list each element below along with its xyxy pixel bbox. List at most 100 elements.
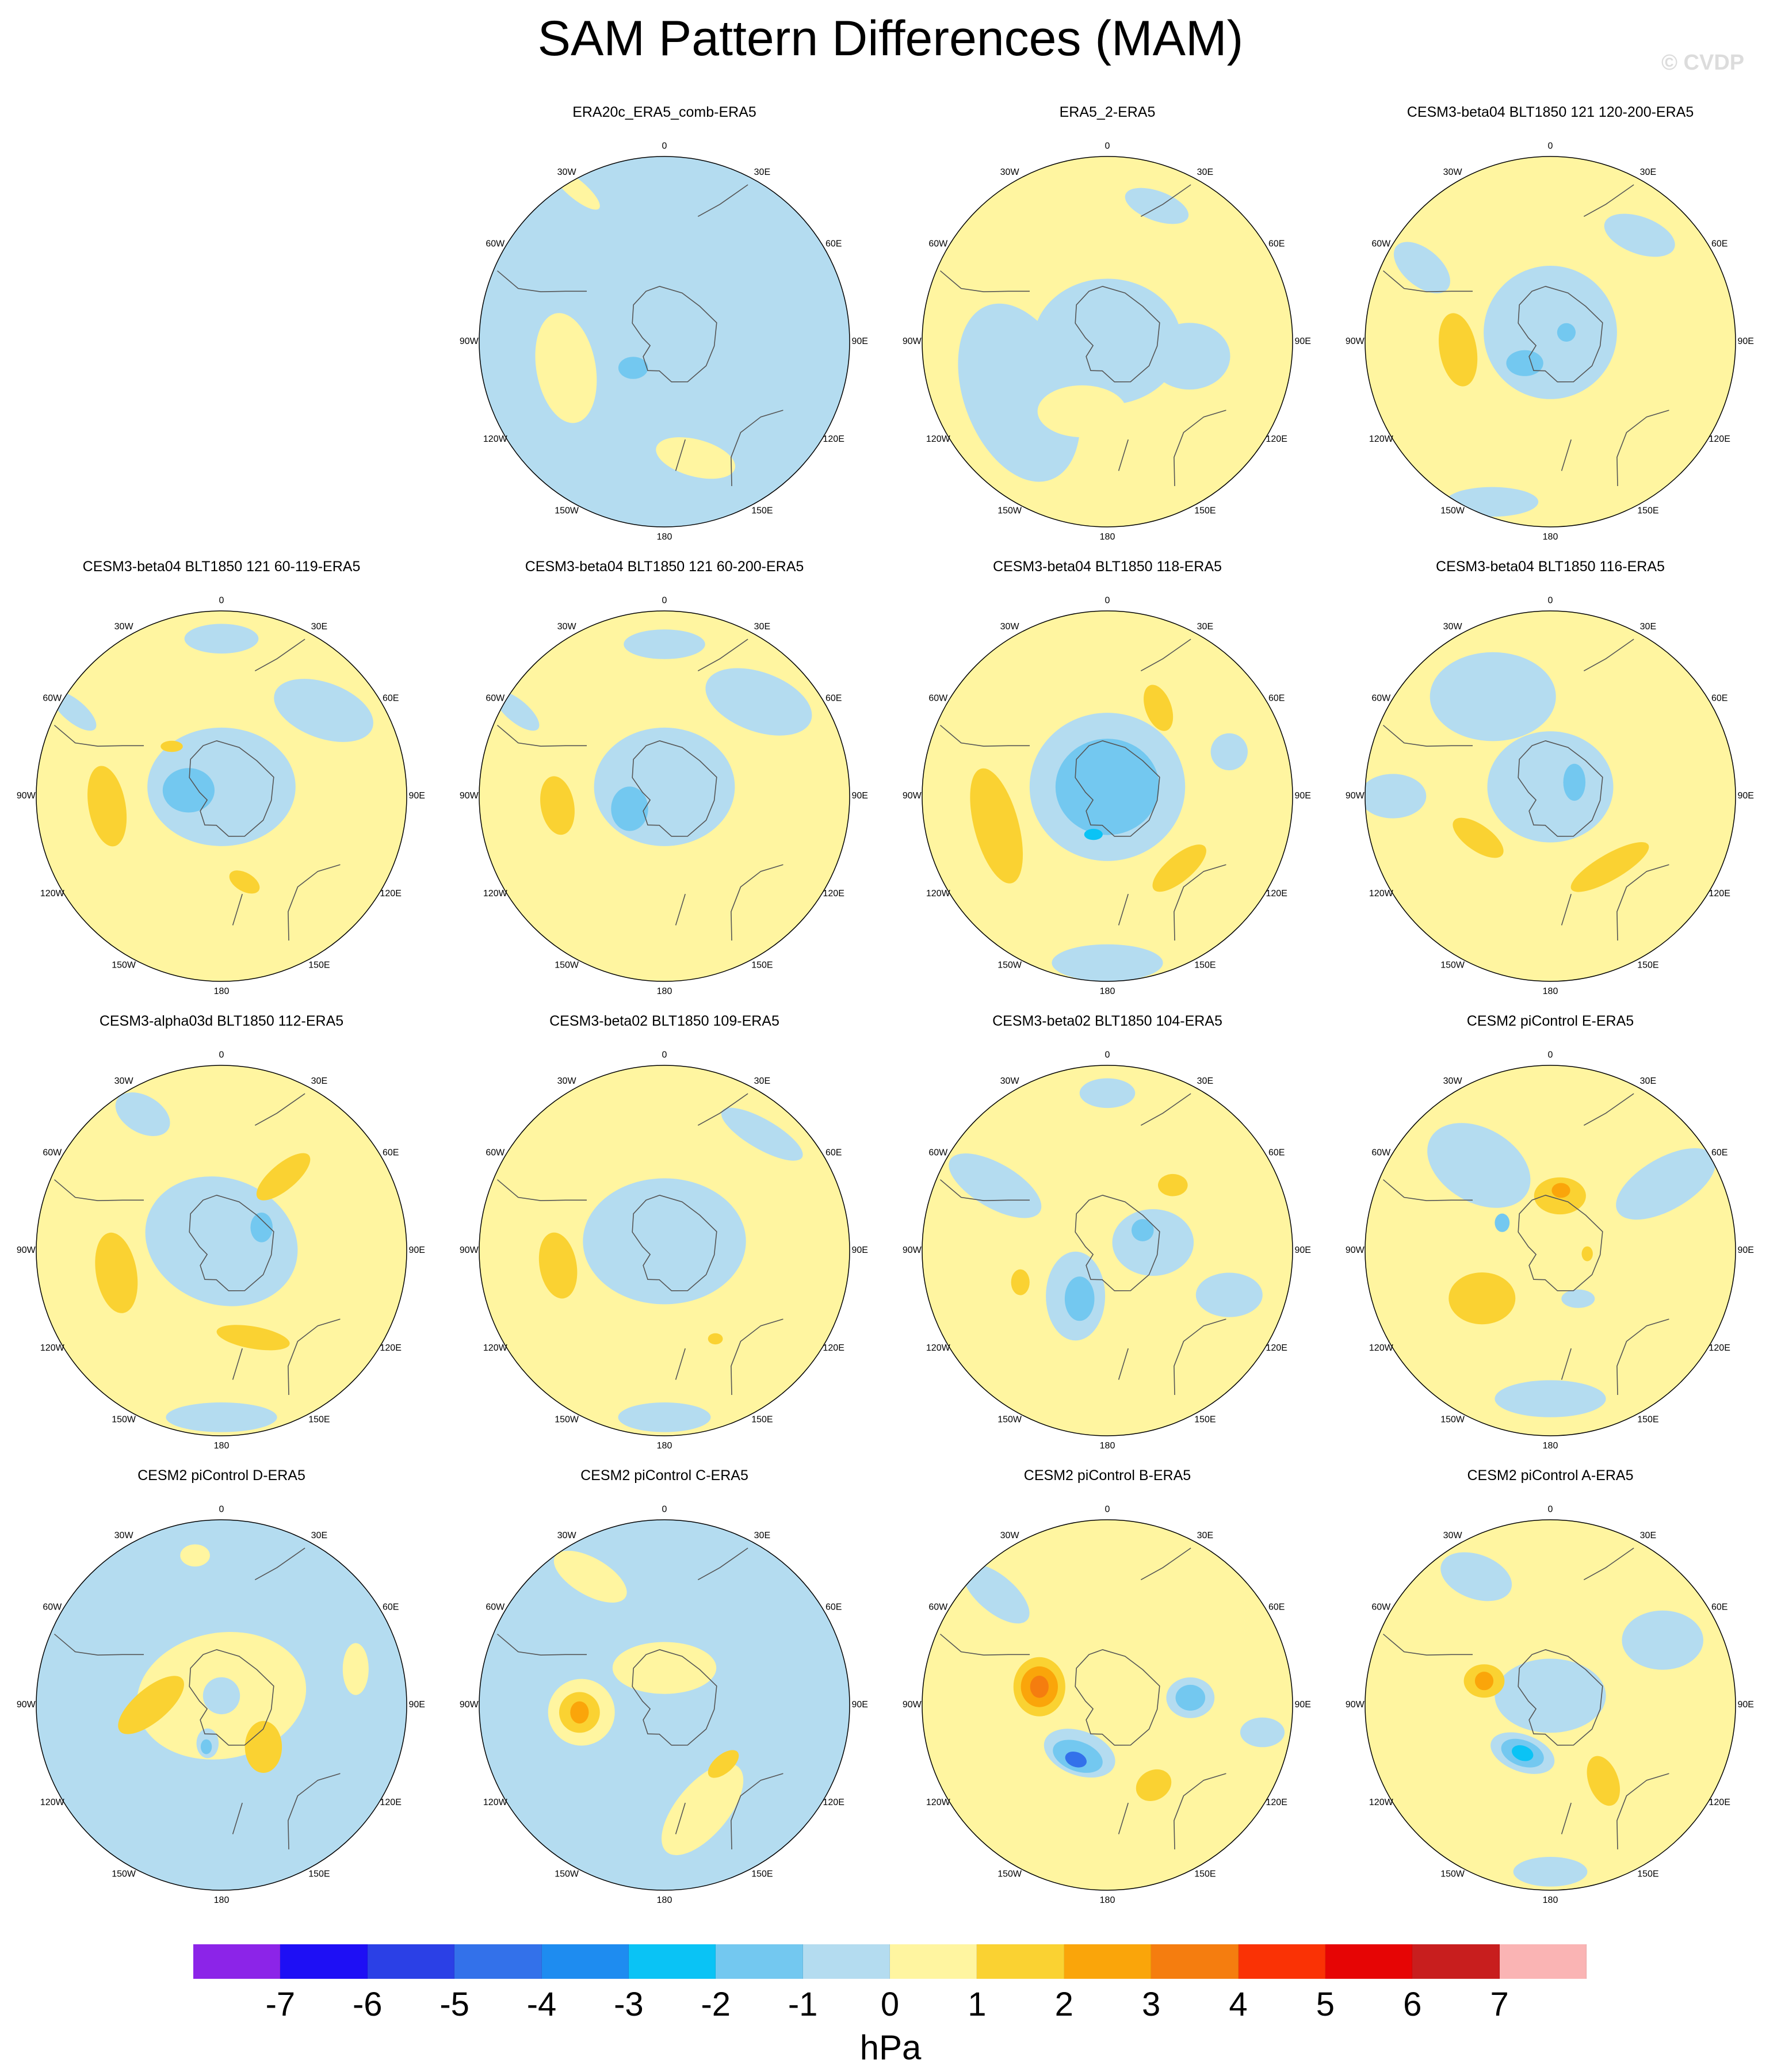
- coastline-antarctica: [1518, 285, 1603, 383]
- panel-title: CESM2 piControl B-ERA5: [1023, 1467, 1191, 1484]
- longitude-label: 60W: [43, 1148, 62, 1157]
- longitude-label: 30W: [557, 1531, 577, 1540]
- longitude-label: 90W: [17, 1700, 36, 1710]
- contour-region: [216, 1325, 290, 1351]
- contour-region: [1495, 1658, 1606, 1733]
- longitude-label: 0: [1105, 596, 1110, 606]
- coastline-antarctica: [189, 1649, 274, 1746]
- longitude-label: 120E: [1709, 889, 1730, 899]
- longitude-label: 120W: [40, 889, 65, 899]
- contour-region: [1393, 242, 1450, 293]
- coastline-antarctica: [189, 1194, 274, 1291]
- longitude-label: 30W: [557, 167, 577, 177]
- map-panel: ERA20c_ERA5_comb-ERA5 0 30E 60E 90E 120E 150E 1…: [443, 104, 886, 558]
- contour-region: [708, 1333, 723, 1345]
- longitude-label: 150W: [112, 1869, 136, 1879]
- longitude-label: 90W: [17, 791, 36, 801]
- coastline-southAmerica: [1382, 1634, 1473, 1656]
- colorbar-box: [802, 1944, 890, 1979]
- polar-map: 0 30E 60E 90E 120E 150E 180 150W 120W 90W 60W 30W: [1346, 1505, 1754, 1905]
- contour-region: [1440, 1552, 1512, 1601]
- coastline-australia: [288, 1773, 341, 1850]
- contour-region: [229, 870, 260, 894]
- colorbar-box: [454, 1944, 542, 1979]
- coastline-southAmerica: [53, 725, 144, 747]
- contour-region: [618, 1402, 711, 1432]
- longitude-label: 30W: [1443, 167, 1463, 177]
- longitude-label: 30W: [1443, 622, 1463, 632]
- colorbar-box: [1151, 1944, 1239, 1979]
- coastline-antarctica: [1075, 1649, 1160, 1746]
- longitude-label: 0: [1105, 1050, 1110, 1060]
- colorbar-box: [367, 1944, 455, 1979]
- coastline-newZealand: [675, 1348, 686, 1380]
- longitude-label: 120E: [380, 1343, 402, 1353]
- contour-region: [958, 303, 1080, 482]
- colorbar-box: [1325, 1944, 1413, 1979]
- coastline-africa: [697, 639, 748, 672]
- coastline-africa: [1140, 1093, 1191, 1126]
- coastline-africa: [1583, 639, 1634, 672]
- longitude-label: 30E: [1197, 167, 1213, 177]
- coastline-antarctica: [1518, 740, 1603, 837]
- longitude-label: 30W: [1000, 167, 1020, 177]
- contour-region: [1065, 1751, 1087, 1768]
- colorbar-tick-label: -6: [352, 1986, 383, 2023]
- longitude-label: 60W: [1371, 1148, 1391, 1157]
- map-background: [922, 1065, 1293, 1436]
- coastline-southAmerica: [496, 270, 587, 293]
- longitude-label: 90E: [851, 337, 867, 346]
- polar-map: 0 30E 60E 90E 120E 150E 180 150W 120W 90W 60W 30W: [903, 1505, 1311, 1905]
- longitude-label: 90W: [17, 1245, 36, 1255]
- coastline-australia: [731, 864, 784, 941]
- contour-region: [1551, 1183, 1570, 1198]
- longitude-label: 60W: [486, 693, 505, 703]
- contour-region: [118, 1676, 184, 1734]
- longitude-label: 90E: [851, 791, 867, 801]
- longitude-label: 30E: [754, 622, 770, 632]
- longitude-label: 30E: [311, 1076, 327, 1086]
- longitude-label: 180: [1543, 1895, 1558, 1905]
- coastline-australia: [1174, 864, 1226, 941]
- longitude-label: 60E: [1711, 1148, 1728, 1157]
- longitude-label: 150W: [997, 506, 1022, 515]
- longitude-label: 180: [214, 1441, 230, 1451]
- longitude-label: 120W: [926, 434, 951, 444]
- longitude-label: 30W: [1443, 1531, 1463, 1540]
- longitude-label: 0: [1548, 142, 1553, 151]
- coastline-antarctica: [632, 1194, 717, 1291]
- longitude-label: 150W: [997, 1415, 1022, 1424]
- longitude-label: 120E: [1709, 1798, 1730, 1807]
- longitude-label: 90W: [1346, 791, 1365, 801]
- longitude-label: 90E: [851, 1700, 867, 1710]
- longitude-label: 90W: [1346, 337, 1365, 346]
- longitude-label: 0: [1548, 1505, 1553, 1515]
- longitude-label: 90E: [1294, 791, 1310, 801]
- colorbar-tick-label: -1: [788, 1986, 818, 2023]
- contour-region: [162, 768, 215, 813]
- colorbar-box: [193, 1944, 281, 1979]
- longitude-label: 60W: [1371, 693, 1391, 703]
- longitude-label: 150E: [308, 960, 330, 970]
- longitude-label: 60W: [486, 239, 505, 249]
- map-boundary: [922, 1065, 1293, 1436]
- map-boundary: [1365, 1065, 1736, 1436]
- longitude-label: 120E: [823, 889, 844, 899]
- colorbar-box: [1412, 1944, 1500, 1979]
- coastline-australia: [731, 1773, 784, 1850]
- contour-region: [1622, 1610, 1703, 1670]
- coastline-antarctica: [1075, 740, 1160, 837]
- coastline-africa: [1140, 639, 1191, 672]
- coastline-southAmerica: [496, 725, 587, 747]
- longitude-label: 90W: [1346, 1245, 1365, 1255]
- panel-title: CESM3-beta02 BLT1850 109-ERA5: [549, 1013, 779, 1029]
- map-boundary: [36, 1519, 407, 1891]
- map-panel: CESM3-alpha03d BLT1850 112-ERA5 0 30E 60E 90…: [0, 1012, 443, 1467]
- longitude-label: 150E: [1194, 506, 1216, 515]
- contour-region: [1210, 733, 1248, 771]
- contour-region: [1125, 188, 1189, 224]
- panel-title: CESM3-beta04 BLT1850 121 60-200-ERA5: [525, 559, 804, 575]
- longitude-label: 150E: [1194, 1415, 1216, 1424]
- map-boundary: [1365, 610, 1736, 982]
- contour-region: [553, 1550, 627, 1603]
